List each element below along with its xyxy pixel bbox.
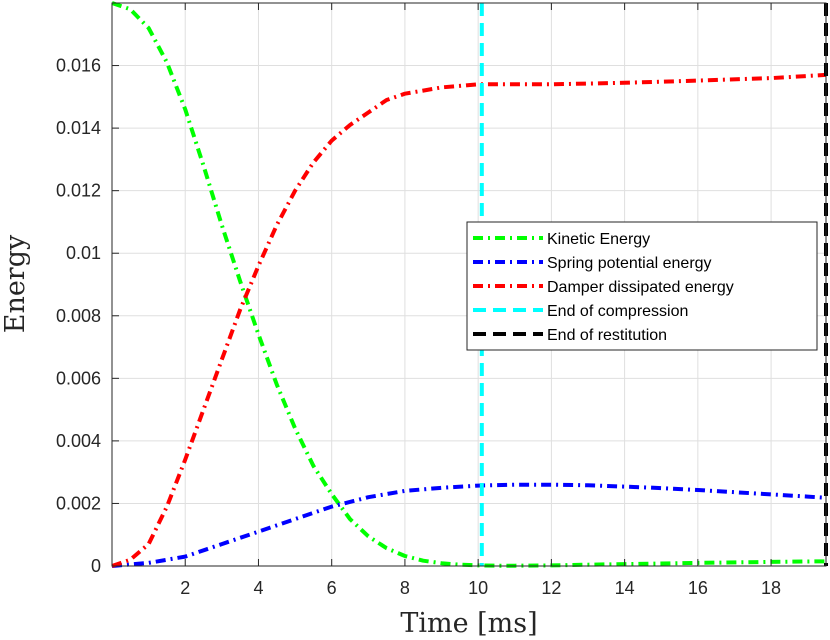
- tick-labels: 2 4 6 8 10 12 14 16 18 0 0.002 0.004 0.006 0.008 0.01 0…: [56, 56, 781, 598]
- series-spring-potential-energy: [111, 482, 827, 568]
- legend-label-damper-dissipated-energy: Damper dissipated energy: [547, 279, 734, 296]
- y-tick-label: 0.008: [56, 306, 101, 326]
- y-tick-label: 0.004: [56, 431, 101, 451]
- legend-label-end-of-compression: End of compression: [547, 303, 688, 320]
- legend-label-kinetic-energy: Kinetic Energy: [547, 231, 650, 248]
- x-tick-label: 18: [761, 578, 781, 598]
- y-tick-label: 0.01: [66, 243, 101, 263]
- x-tick-label: 4: [253, 578, 263, 598]
- y-tick-label: 0: [91, 556, 101, 576]
- y-tick-label: 0.014: [56, 118, 101, 138]
- x-tick-label: 14: [615, 578, 635, 598]
- series-damper-dissipated-energy: [111, 72, 827, 568]
- x-axis-label: Time [ms]: [400, 608, 537, 639]
- x-tick-label: 6: [327, 578, 337, 598]
- x-tick-label: 8: [400, 578, 410, 598]
- x-tick-label: 12: [541, 578, 561, 598]
- y-axis-label: Energy: [0, 234, 31, 333]
- series-kinetic-energy: [111, 1, 827, 568]
- plot-frame: [111, 2, 827, 567]
- legend-label-spring-potential-energy: Spring potential energy: [547, 255, 712, 272]
- axes-frame: [111, 2, 827, 567]
- y-tick-label: 0.016: [56, 56, 101, 76]
- x-tick-label: 16: [688, 578, 708, 598]
- y-tick-label: 0.006: [56, 368, 101, 388]
- legend: Kinetic Energy Spring potential energy Dam…: [466, 221, 818, 351]
- x-tick-label: 2: [180, 578, 190, 598]
- legend-label-end-of-restitution: End of restitution: [547, 327, 667, 344]
- y-tick-label: 0.012: [56, 181, 101, 201]
- x-tick-label: 10: [468, 578, 488, 598]
- y-tick-label: 0.002: [56, 493, 101, 513]
